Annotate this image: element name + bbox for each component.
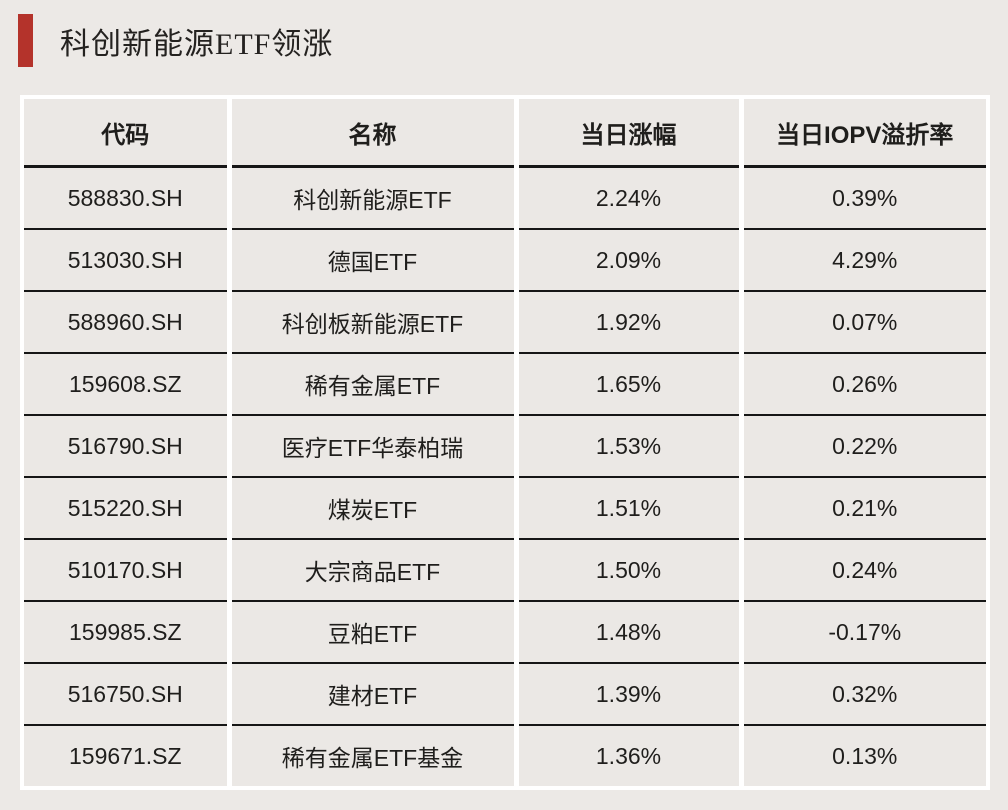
table-row: 159608.SZ 稀有金属ETF 1.65% 0.26% bbox=[24, 353, 986, 416]
header-iopv: 当日IOPV溢折率 bbox=[738, 99, 986, 168]
iopv-cell: -0.17% bbox=[738, 601, 986, 664]
iopv-cell: 4.29% bbox=[738, 229, 986, 292]
code-cell: 159671.SZ bbox=[68, 742, 182, 769]
code-cell: 159608.SZ bbox=[24, 353, 229, 416]
header-code: 代码 bbox=[24, 99, 229, 168]
code-cell: 159985.SZ bbox=[24, 601, 229, 664]
header-row: 代码 名称 当日涨幅 当日IOPV溢折率 bbox=[24, 99, 986, 168]
iopv-cell: 0.26% bbox=[738, 353, 986, 416]
table-row: 159671.SZ 稀有金属ETF基金 1.36% 0.13% bbox=[24, 725, 986, 786]
name-cell: 建材ETF bbox=[226, 663, 516, 726]
table-row: 510170.SH 大宗商品ETF 1.50% 0.24% bbox=[24, 539, 986, 602]
code-cell: 513030.SH bbox=[24, 229, 229, 292]
iopv-cell: 0.22% bbox=[738, 415, 986, 478]
change-cell: 1.51% bbox=[513, 477, 741, 540]
change-cell: 1.39% bbox=[513, 663, 741, 726]
iopv-cell: 0.21% bbox=[738, 477, 986, 540]
code-cell: 588960.SH bbox=[24, 291, 229, 354]
iopv-cell: 0.32% bbox=[738, 663, 986, 726]
change-cell: 1.50% bbox=[513, 539, 741, 602]
change-cell: 2.24% bbox=[513, 166, 741, 230]
code-cell: 516750.SH bbox=[24, 663, 229, 726]
name-cell: 煤炭ETF bbox=[226, 477, 516, 540]
etf-table-container: 代码 名称 当日涨幅 当日IOPV溢折率 588830.SH 科创新能源ETF 2.… bbox=[20, 95, 990, 790]
iopv-cell: 0.24% bbox=[738, 539, 986, 602]
change-cell: 2.09% bbox=[513, 229, 741, 292]
change-cell: 1.48% bbox=[513, 601, 741, 664]
change-cell: 1.65% bbox=[513, 353, 741, 416]
change-cell: 1.92% bbox=[513, 291, 741, 354]
name-cell: 德国ETF bbox=[226, 229, 516, 292]
name-cell: 大宗商品ETF bbox=[226, 539, 516, 602]
code-cell: 510170.SH bbox=[24, 539, 229, 602]
name-cell: 科创新能源ETF bbox=[226, 166, 516, 230]
header-name: 名称 bbox=[226, 99, 516, 168]
table-row: 516790.SH 医疗ETF华泰柏瑞 1.53% 0.22% bbox=[24, 415, 986, 478]
table-row: 516750.SH 建材ETF 1.39% 0.32% bbox=[24, 663, 986, 726]
table-row: 513030.SH 德国ETF 2.09% 4.29% bbox=[24, 229, 986, 292]
name-cell: 稀有金属ETF基金 bbox=[226, 725, 516, 786]
page-title: 科创新能源ETF领涨 bbox=[60, 27, 334, 61]
change-cell: 1.53% bbox=[513, 415, 741, 478]
code-cell: 588830.SH bbox=[24, 166, 229, 230]
name-cell: 稀有金属ETF bbox=[226, 353, 516, 416]
table-header: 代码 名称 当日涨幅 当日IOPV溢折率 bbox=[24, 99, 986, 168]
etf-table: 代码 名称 当日涨幅 当日IOPV溢折率 588830.SH 科创新能源ETF 2.… bbox=[24, 99, 986, 786]
iopv-cell: 0.39% bbox=[738, 166, 986, 230]
table-body: 588830.SH 科创新能源ETF 2.24% 0.39% 513030.SH 德国ET… bbox=[24, 166, 986, 786]
code-cell: 516790.SH bbox=[24, 415, 229, 478]
table-row: 515220.SH 煤炭ETF 1.51% 0.21% bbox=[24, 477, 986, 540]
table-row: 588830.SH 科创新能源ETF 2.24% 0.39% bbox=[24, 166, 986, 230]
name-cell: 医疗ETF华泰柏瑞 bbox=[226, 415, 516, 478]
header-change: 当日涨幅 bbox=[513, 99, 741, 168]
iopv-cell: 0.13% bbox=[738, 725, 986, 786]
table-row: 159985.SZ 豆粕ETF 1.48% -0.17% bbox=[24, 601, 986, 664]
table-row: 588960.SH 科创板新能源ETF 1.92% 0.07% bbox=[24, 291, 986, 354]
code-cell: 515220.SH bbox=[24, 477, 229, 540]
iopv-cell: 0.07% bbox=[738, 291, 986, 354]
name-cell: 科创板新能源ETF bbox=[226, 291, 516, 354]
accent-bar bbox=[18, 14, 33, 67]
name-cell: 豆粕ETF bbox=[226, 601, 516, 664]
change-cell: 1.36% bbox=[513, 725, 741, 786]
section-header: 科创新能源ETF领涨 bbox=[18, 14, 333, 67]
